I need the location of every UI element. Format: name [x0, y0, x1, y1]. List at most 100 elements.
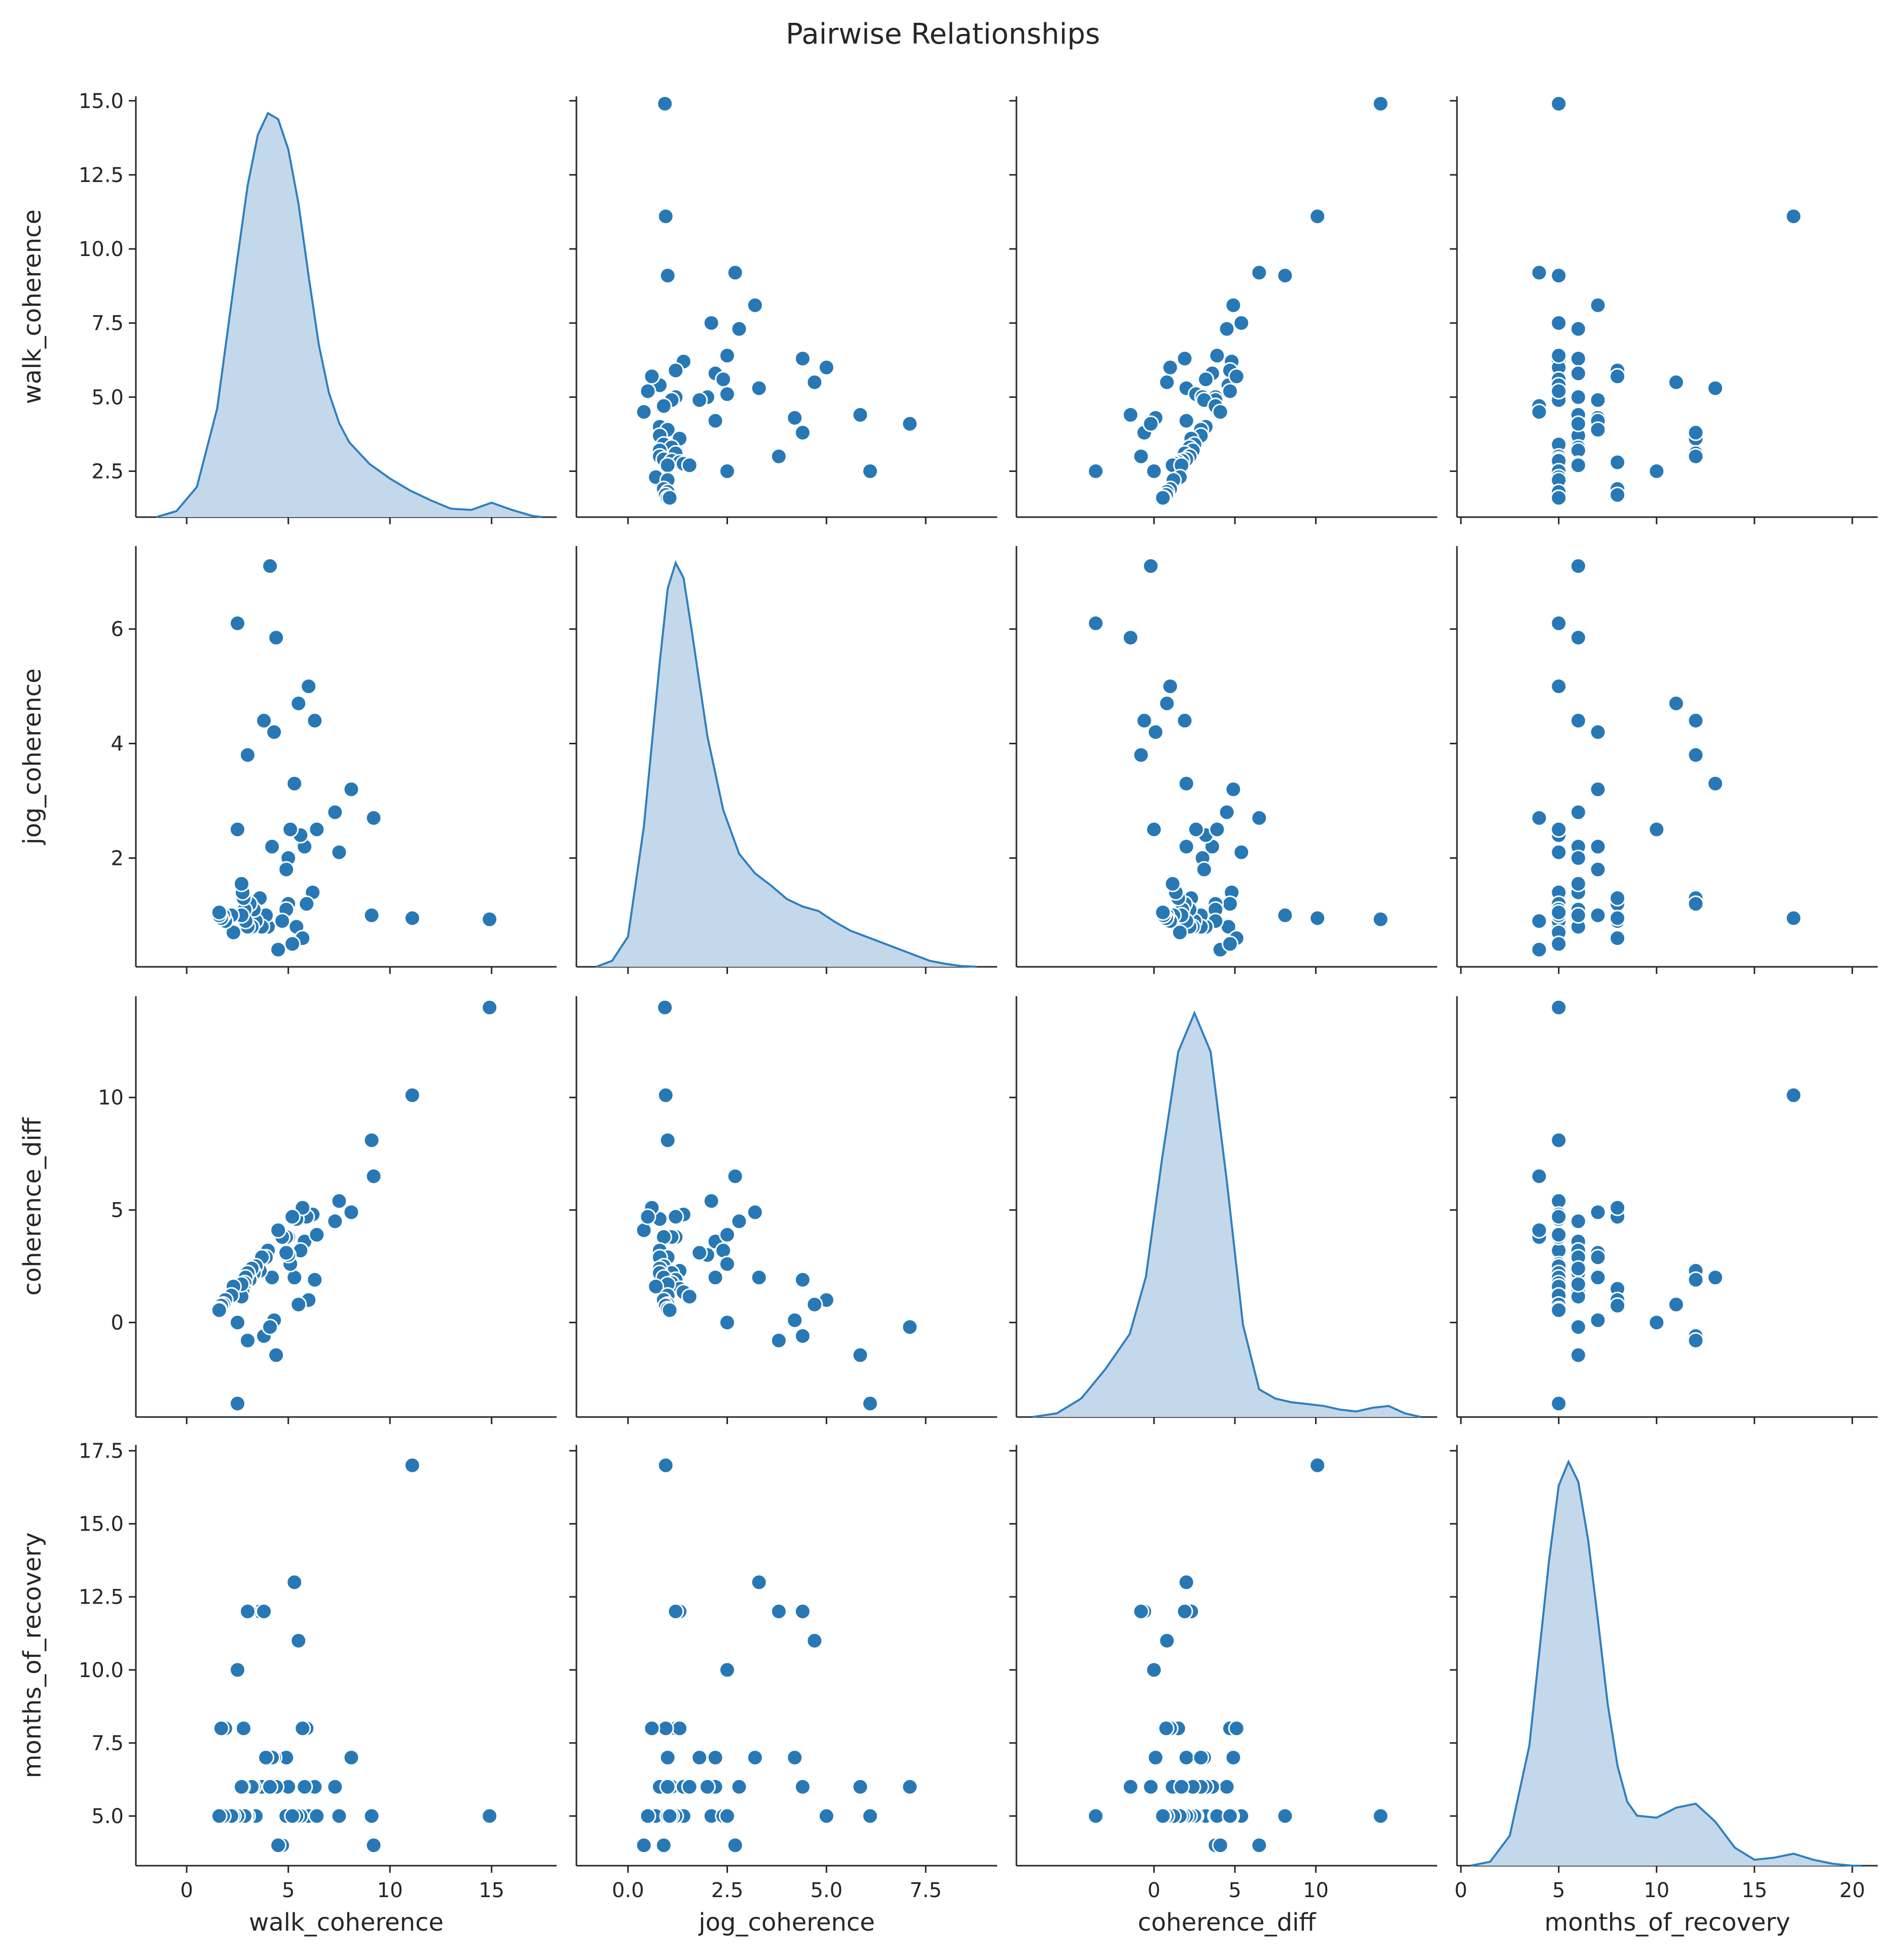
scatter-point — [1218, 320, 1235, 338]
scatter-point — [1161, 359, 1179, 376]
scatter-point — [1087, 1807, 1104, 1825]
kde-line-months-of-recovery — [1470, 1459, 1863, 1867]
x-tick-label: 7.5 — [909, 1879, 942, 1902]
scatter-point — [1550, 678, 1567, 695]
scatter-point — [1133, 746, 1150, 764]
scatter-point — [1570, 906, 1587, 924]
scatter-point — [861, 1395, 879, 1412]
scatter-point — [1251, 1837, 1268, 1854]
x-tick-label: 20 — [1839, 1879, 1865, 1902]
scatter-point — [1372, 911, 1389, 928]
scatter-point — [657, 1457, 674, 1474]
scatter-point — [659, 1778, 676, 1795]
scatter-point — [1372, 1807, 1389, 1825]
scatter-point — [282, 821, 299, 838]
scatter-point — [1276, 1807, 1294, 1825]
scatter-point — [1212, 404, 1229, 420]
scatter-point — [1687, 424, 1704, 441]
scatter-point — [647, 1278, 665, 1295]
scatter-point — [1221, 895, 1238, 913]
scatter-point — [308, 1807, 325, 1825]
panel-months-of-recovery-vs-jog-coherence: 0.0 2.5 5.0 7.5 jog_coherence — [569, 1445, 997, 1937]
scatter-point — [1276, 267, 1294, 284]
x-tick-label: 0 — [180, 1879, 193, 1902]
scatter-point — [1570, 1347, 1587, 1364]
scatter-point — [1158, 374, 1176, 391]
y-tick-label: 7.5 — [91, 312, 124, 335]
scatter-point — [719, 347, 736, 364]
scatter-point — [1309, 910, 1326, 927]
scatter-point — [1550, 267, 1567, 284]
scatter-point — [655, 397, 672, 415]
scatter-point — [1136, 712, 1153, 729]
scatter-point — [794, 1778, 811, 1795]
scatter-point — [1570, 320, 1587, 338]
scatter-point — [852, 1347, 869, 1364]
scatter-point — [1158, 695, 1176, 712]
scatter-point — [264, 838, 281, 855]
scatter-point — [268, 1347, 285, 1364]
kde-line-coherence-diff — [1032, 1010, 1421, 1418]
x-tick-label: 10 — [1303, 1879, 1329, 1902]
scatter-point — [1530, 1222, 1548, 1239]
scatter-point — [212, 1720, 230, 1737]
scatter-point — [1570, 558, 1587, 574]
scatter-point — [1122, 406, 1139, 423]
scatter-point — [229, 821, 246, 838]
scatter-point — [1785, 208, 1802, 225]
scatter-point — [1178, 838, 1195, 855]
scatter-point — [750, 380, 768, 397]
scatter-point — [239, 1332, 256, 1349]
scatter-point — [278, 1244, 295, 1261]
scatter-point — [1667, 1296, 1685, 1313]
scatter-point — [1550, 383, 1567, 400]
x-axis-title: jog_coherence — [698, 1908, 874, 1937]
scatter-point — [284, 1807, 301, 1825]
scatter-point — [1570, 457, 1587, 474]
scatter-point — [1550, 999, 1567, 1016]
scatter-point — [210, 904, 228, 921]
x-axis-title: months_of_recovery — [1544, 1908, 1790, 1937]
scatter-point — [1087, 462, 1104, 480]
scatter-point — [1550, 1132, 1567, 1149]
scatter-point — [1233, 844, 1250, 861]
scatter-point — [1570, 849, 1587, 866]
scatter-point — [1176, 350, 1193, 367]
scatter-point — [1087, 614, 1104, 632]
scatter-point — [286, 775, 303, 792]
kde-fill-coherence-diff — [1032, 1013, 1421, 1417]
scatter-point — [639, 1208, 656, 1225]
scatter-point — [657, 1720, 674, 1737]
scatter-point — [1157, 1720, 1175, 1737]
scatter-point — [404, 910, 421, 927]
scatter-point — [661, 1301, 678, 1319]
scatter-point — [331, 1192, 348, 1210]
scatter-point — [1687, 746, 1704, 764]
scatter-point — [1309, 208, 1326, 225]
scatter-point — [300, 678, 317, 695]
scatter-point — [1570, 712, 1587, 729]
scatter-point — [1192, 1749, 1210, 1766]
scatter-point — [481, 999, 498, 1016]
panel-walk-coherence-vs-jog-coherence — [569, 95, 997, 524]
scatter-point — [661, 489, 678, 506]
scatter-point — [1372, 95, 1389, 113]
scatter-point — [1707, 1269, 1724, 1286]
figure-title: Pairwise Relationships — [786, 18, 1100, 51]
scatter-point — [229, 614, 246, 632]
y-tick-label: 15.0 — [79, 1513, 124, 1536]
scatter-point — [1550, 935, 1567, 953]
scatter-point — [331, 1807, 348, 1825]
scatter-point — [1550, 1208, 1567, 1225]
kde-fill-months-of-recovery — [1471, 1462, 1863, 1866]
y-tick-label: 15.0 — [79, 90, 124, 113]
scatter-point — [258, 1749, 275, 1766]
scatter-point — [1707, 775, 1724, 792]
scatter-point — [703, 1192, 720, 1210]
scatter-point — [1122, 629, 1139, 646]
scatter-point — [239, 746, 256, 764]
scatter-point — [1570, 804, 1587, 821]
scatter-point — [1173, 1778, 1190, 1795]
scatter-point — [296, 1778, 313, 1795]
